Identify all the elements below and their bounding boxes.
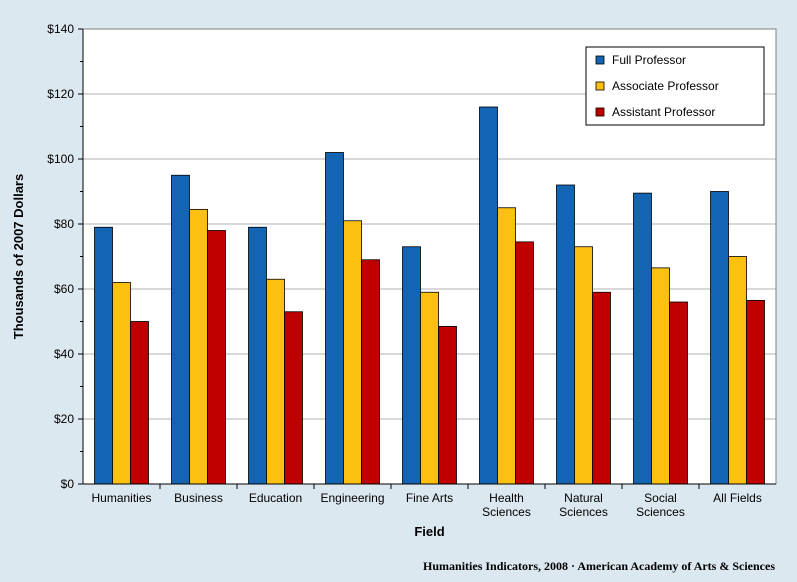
bar [651, 267, 670, 485]
x-tick-label: Sciences [636, 505, 685, 519]
legend-swatch [595, 107, 605, 117]
bar [420, 291, 439, 485]
bar [266, 278, 285, 485]
bar [343, 220, 362, 485]
source-note: Humanities Indicators, 2008 · American A… [423, 559, 775, 573]
bar [574, 246, 593, 485]
x-tick-label: Education [249, 491, 302, 505]
bar [556, 184, 575, 485]
bar [479, 106, 498, 485]
legend-box [585, 46, 765, 126]
bar [592, 291, 611, 485]
legend-label: Full Professor [612, 53, 686, 67]
bar [284, 311, 303, 485]
y-tick-label: $40 [54, 347, 74, 361]
y-tick-label: $100 [47, 152, 74, 166]
bar [361, 259, 380, 485]
x-tick-label: All Fields [713, 491, 762, 505]
y-tick-label: $140 [47, 22, 74, 36]
axes: $0 $20 $40 $60 $80 $100 $120 $140 Humanities Busi… [47, 22, 777, 519]
x-tick-label: Sciences [559, 505, 608, 519]
x-tick-label: Humanities [91, 491, 151, 505]
bar [248, 226, 267, 485]
legend-label: Assistant Professor [612, 105, 715, 119]
bar [710, 191, 729, 485]
x-tick-label: Sciences [482, 505, 531, 519]
y-tick-label: $60 [54, 282, 74, 296]
bar [438, 325, 457, 485]
bar [189, 208, 208, 485]
legend-label: Associate Professor [612, 79, 719, 93]
y-tick-label: $20 [54, 412, 74, 426]
bar [669, 301, 688, 485]
bar [171, 174, 190, 485]
y-axis-title: Thousands of 2007 Dollars [11, 174, 26, 339]
x-tick-label: Natural [564, 491, 603, 505]
bar [94, 226, 113, 485]
bar [728, 256, 747, 485]
bars [94, 106, 765, 485]
bar [325, 152, 344, 485]
bar [515, 241, 534, 485]
x-tick-label: Engineering [320, 491, 384, 505]
bar [112, 282, 131, 485]
x-tick-label: Social [644, 491, 677, 505]
bar [746, 299, 765, 485]
legend: Full Professor Associate Professor Assista… [585, 46, 765, 126]
x-tick-label: Fine Arts [406, 491, 453, 505]
y-tick-label: $80 [54, 217, 74, 231]
legend-swatch [595, 81, 605, 91]
x-tick-label: Health [489, 491, 524, 505]
legend-swatch [595, 55, 605, 65]
bar [497, 207, 516, 485]
y-tick-label: $120 [47, 87, 74, 101]
x-axis-title: Field [414, 524, 444, 539]
bar [130, 321, 149, 485]
bar [402, 246, 421, 485]
y-tick-label: $0 [61, 477, 75, 491]
bar [633, 192, 652, 485]
x-tick-label: Business [174, 491, 223, 505]
bar [207, 230, 226, 485]
